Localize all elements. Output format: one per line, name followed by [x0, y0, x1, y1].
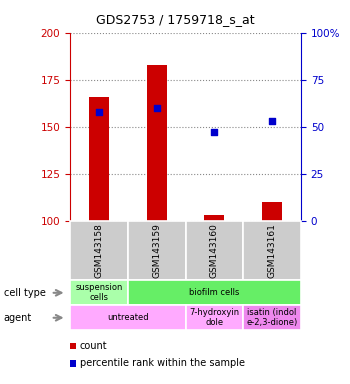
- Point: [269, 118, 275, 124]
- Bar: [147, 65, 167, 221]
- Text: GSM143158: GSM143158: [94, 223, 103, 278]
- Text: cell type: cell type: [4, 288, 46, 298]
- Bar: [89, 97, 109, 221]
- Point: [96, 109, 101, 115]
- Text: GDS2753 / 1759718_s_at: GDS2753 / 1759718_s_at: [96, 13, 254, 26]
- Text: isatin (indol
e-2,3-dione): isatin (indol e-2,3-dione): [246, 308, 298, 328]
- Text: GSM143159: GSM143159: [152, 223, 161, 278]
- Bar: [262, 202, 282, 221]
- Text: 7-hydroxyin
dole: 7-hydroxyin dole: [189, 308, 239, 328]
- Text: percentile rank within the sample: percentile rank within the sample: [80, 358, 245, 368]
- Point: [211, 129, 217, 136]
- Text: biofilm cells: biofilm cells: [189, 288, 239, 297]
- Text: count: count: [80, 341, 107, 351]
- Text: agent: agent: [4, 313, 32, 323]
- Bar: [204, 215, 224, 221]
- Text: suspension
cells: suspension cells: [75, 283, 122, 303]
- Text: untreated: untreated: [107, 313, 148, 322]
- Point: [154, 105, 160, 111]
- Text: GSM143161: GSM143161: [268, 223, 276, 278]
- Text: GSM143160: GSM143160: [210, 223, 219, 278]
